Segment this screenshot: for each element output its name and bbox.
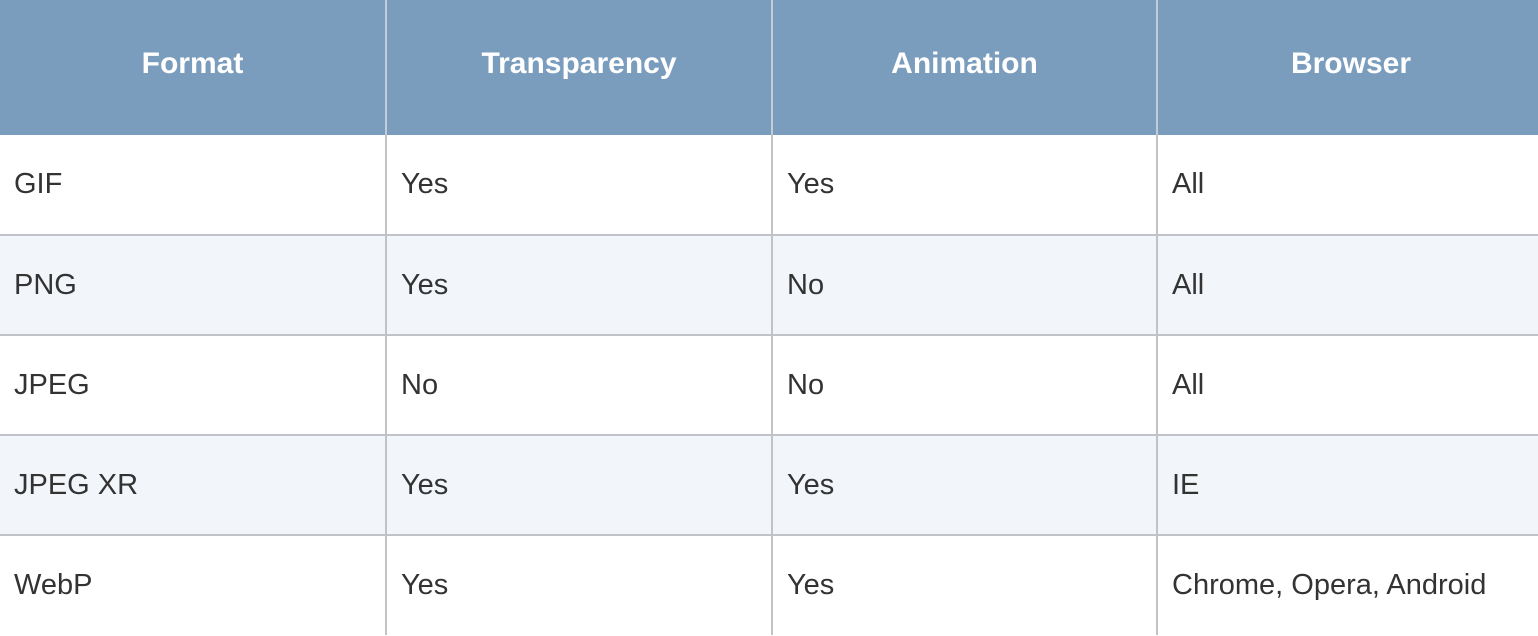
cell-animation: No <box>772 334 1158 435</box>
header-browser: Browser <box>1157 0 1538 135</box>
cell-browser: All <box>1157 334 1538 435</box>
cell-browser: IE <box>1157 434 1538 535</box>
cell-browser: All <box>1172 168 1205 200</box>
header-animation: Animation <box>772 0 1158 135</box>
header-format: Format <box>0 0 387 135</box>
table-row: JPEG No No All <box>0 334 1538 435</box>
cell-format: WebP <box>0 534 387 635</box>
cell-animation: Yes <box>772 135 1158 235</box>
header-transparency: Transparency <box>386 0 773 135</box>
cell-transparency: Yes <box>386 434 773 535</box>
cell-transparency: Yes <box>386 234 773 335</box>
cell-format: GIF <box>0 135 387 235</box>
table-header: Format Transparency Animation Browser <box>0 0 1538 135</box>
cell-animation: Yes <box>772 434 1158 535</box>
table-row: PNG Yes No All <box>0 234 1538 335</box>
cell-browser: All <box>1157 234 1538 335</box>
cell-animation: Yes <box>772 534 1158 635</box>
table-body: GIF Yes Yes All PNG Yes No All JPEG No N… <box>0 135 1538 635</box>
header-row: Format Transparency Animation Browser <box>0 0 1538 135</box>
cell-animation: No <box>772 234 1158 335</box>
table-row: JPEG XR Yes Yes IE <box>0 434 1538 535</box>
cell-transparency: Yes <box>386 135 773 235</box>
cell-format: PNG <box>0 234 387 335</box>
table-row: WebP Yes Yes Chrome, Opera, Android <box>0 534 1538 635</box>
cell-format: JPEG XR <box>0 434 387 535</box>
cell-transparency: No <box>386 334 773 435</box>
cell-format: JPEG <box>0 334 387 435</box>
cell-transparency: Yes <box>386 534 773 635</box>
cell-browser: Chrome, Opera, Android <box>1157 534 1538 635</box>
table-row: GIF Yes Yes All <box>0 135 1538 235</box>
